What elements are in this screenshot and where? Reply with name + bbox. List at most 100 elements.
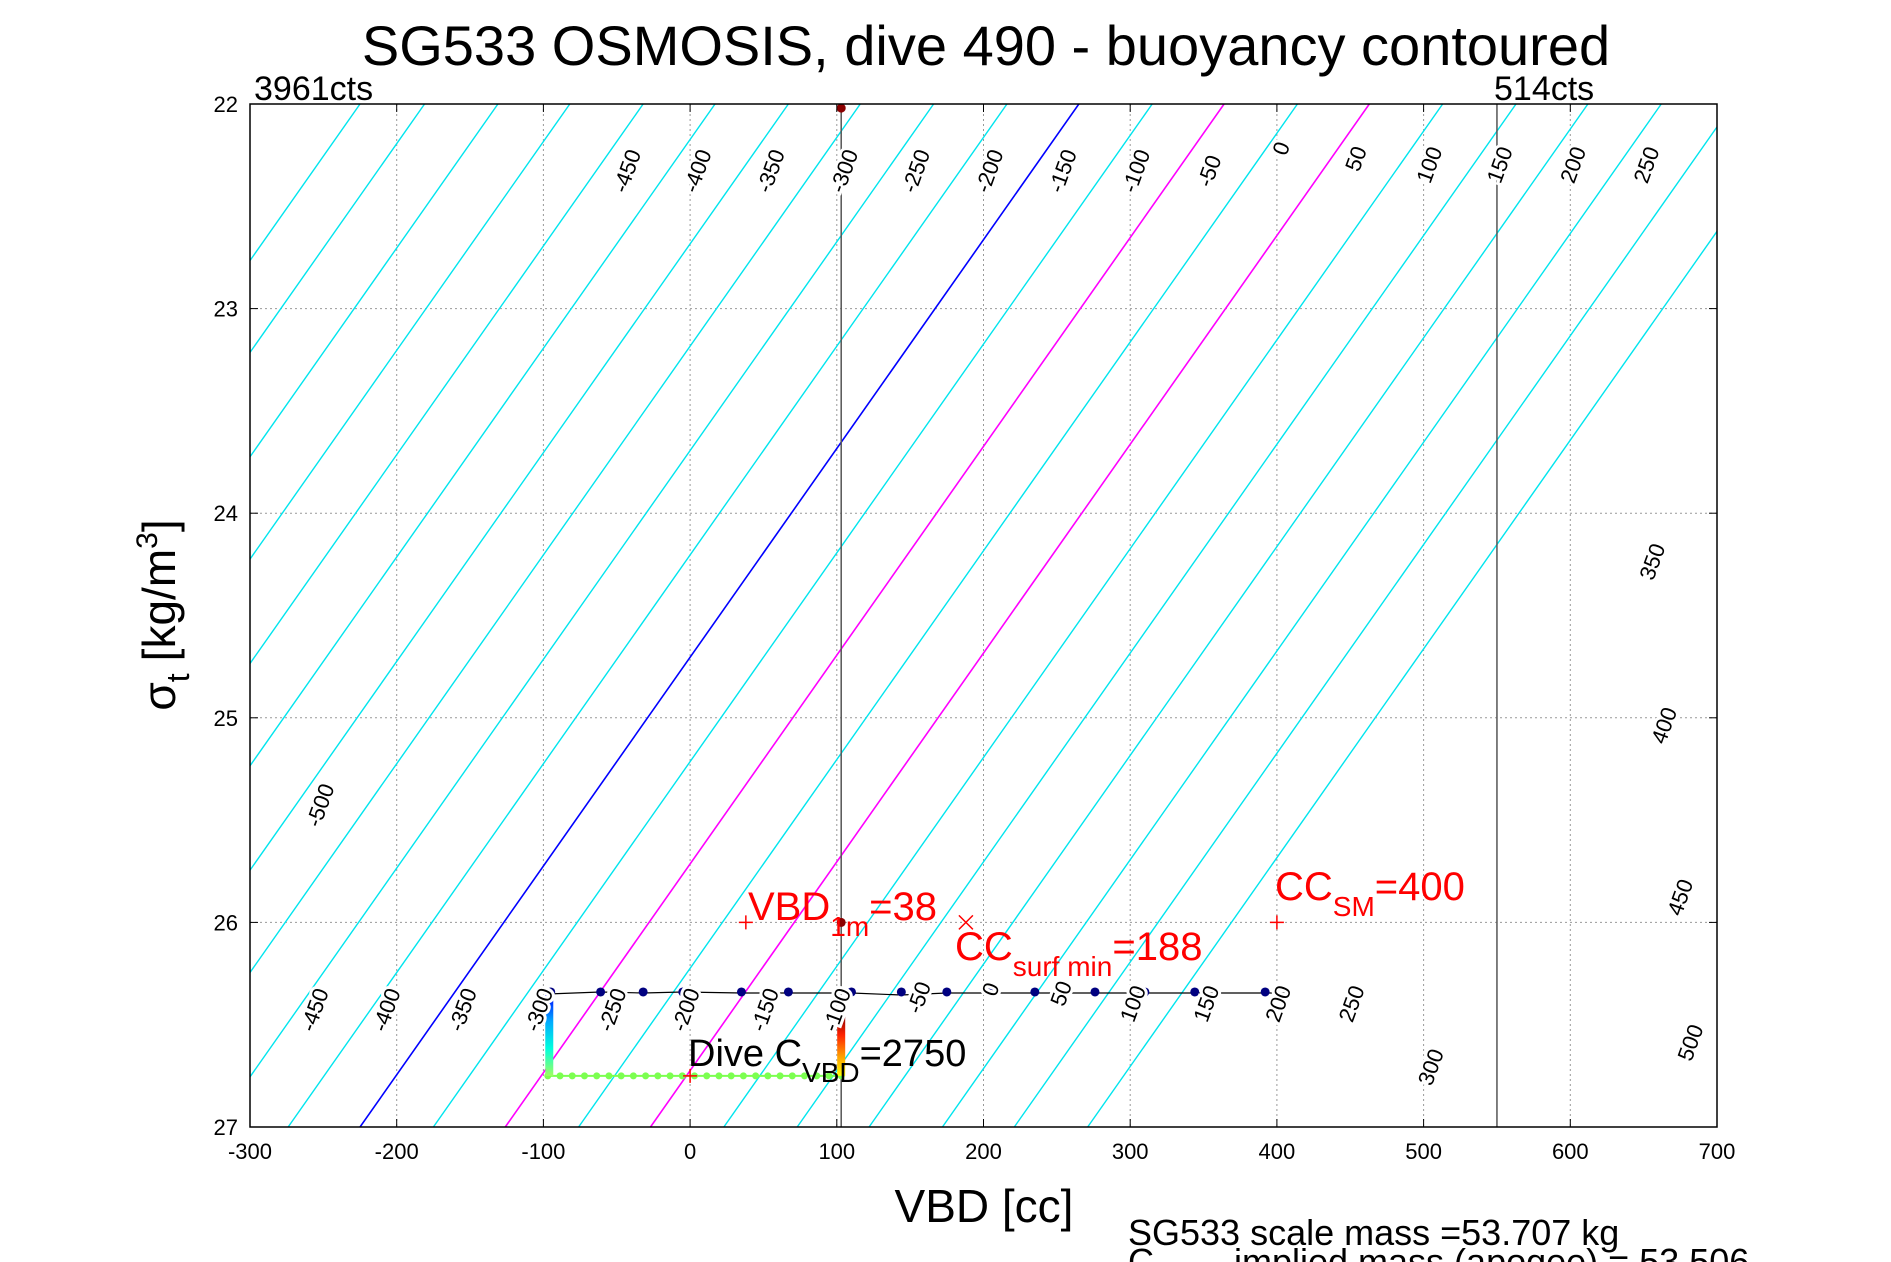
apogee-point [788,1072,796,1080]
contour-line [287,104,1008,1127]
y-tick-label: 26 [214,910,238,935]
contour-line [723,104,1444,1127]
contour-line [432,104,1153,1127]
descent-point [1140,987,1150,997]
apogee-point [642,1072,650,1080]
surface-point [836,103,846,113]
apogee-point [825,1072,833,1080]
x-tick-label: -200 [375,1139,419,1164]
x-axis-ticks: -300 -200 -100 0 100 200 300 400 500 600 700 [228,104,1735,1164]
cc-surf-min-main: CC [955,925,1013,969]
descent-point [1260,987,1270,997]
contour-line [941,104,1662,1127]
apogee-point [593,1072,601,1080]
contour-line [250,104,861,974]
climb-column [837,1014,846,1076]
surface-point [836,917,846,927]
apogee-point [776,1072,784,1080]
cc-sm-value: =400 [1375,865,1465,909]
contour-line [504,104,1225,1127]
x-tick-label: 600 [1552,1139,1589,1164]
x-axis-label: VBD [cc] [895,1180,1074,1232]
contour-line [1013,125,1717,1127]
y-axis-ticks: 22 23 24 25 26 27 [214,92,1717,1140]
contour-line [359,104,1080,1127]
descent-point [1190,987,1200,997]
descent-point [896,987,906,997]
apogee-point [568,1072,576,1080]
vbd-1m-value: =38 [869,885,937,929]
apogee-point [801,1072,809,1080]
y-tick-label: 22 [214,92,238,117]
dive-cvbd-main: Dive C [688,1033,802,1075]
cc-sm-main: CC [1275,865,1333,909]
descent-point [942,987,952,997]
scale-mass-text: SG533 scale mass =53.707 kg [1128,1212,1619,1253]
apogee-point [739,1072,747,1080]
vbd-1m-annotation: VBD1m=38 [748,885,937,942]
x-tick-label: -300 [228,1139,272,1164]
contour-line [868,104,1589,1127]
x-tick-label: 100 [818,1139,855,1164]
contour-line [250,104,716,768]
implied-mass-rest: implied mass (apogee) = 53.506 [1234,1241,1749,1262]
apogee-point [715,1072,723,1080]
vbd-1m-main: VBD [748,885,830,929]
y-axis-symbol-sub: t [160,673,196,682]
dive-cvbd-value: =2750 [860,1033,967,1075]
y-tick-label: 23 [214,297,238,322]
apogee-point [654,1072,662,1080]
x-tick-label: 200 [965,1139,1002,1164]
apogee-point [703,1072,711,1080]
x-tick-label: 500 [1405,1139,1442,1164]
contour-line [649,104,1370,1127]
cc-surf-min-annotation: CCsurf min=188 [955,925,1202,982]
y-axis-units-sup: 3 [131,532,164,549]
descent-point [1030,987,1040,997]
descent-point [783,987,793,997]
descent-point [846,987,856,997]
contour-line [250,104,935,1079]
contour-line [250,104,571,561]
cc-surf-min-value: =188 [1112,925,1202,969]
apogee-point [666,1072,674,1080]
apogee-point [605,1072,613,1080]
apogee-point [813,1072,821,1080]
climb-column [545,994,554,1076]
x-tick-label: 400 [1259,1139,1296,1164]
y-tick-label: 25 [214,706,238,731]
vbd-limit-label-low: 3961cts [254,70,373,108]
apogee-point [752,1072,760,1080]
descent-point [596,987,606,997]
descent-point [678,987,688,997]
marker-plus [683,1068,698,1083]
apogee-point [764,1072,772,1080]
descent-path [547,991,1289,996]
y-axis-units: [kg/m [133,549,185,661]
chart-title: SG533 OSMOSIS, dive 490 - buoyancy conto… [362,14,1610,77]
descent-point [638,987,648,997]
x-tick-label: 0 [684,1139,696,1164]
x-tick-label: 300 [1112,1139,1149,1164]
apogee-point [727,1072,735,1080]
contour-line [250,104,426,354]
cc-sm-annotation: CCSM=400 [1275,865,1465,922]
marker-plus [738,915,753,930]
apogee-point [629,1072,637,1080]
svg-text:σt[kg/m3]: σt [kg/m3] [131,519,196,710]
descent-point [1090,987,1100,997]
contour-line [250,104,499,459]
grid [250,104,1717,1127]
marker-x [958,914,974,930]
contour-line [250,104,644,665]
contour-line [1087,230,1717,1127]
contour-line [250,104,789,872]
contour-line [578,104,1299,1127]
x-tick-label: -100 [521,1139,565,1164]
vbd-1m-sub: 1m [830,911,869,942]
cc-surf-min-sub: surf min [1013,951,1113,982]
buoyancy-contours [250,104,1717,1127]
y-tick-label: 27 [214,1115,238,1140]
